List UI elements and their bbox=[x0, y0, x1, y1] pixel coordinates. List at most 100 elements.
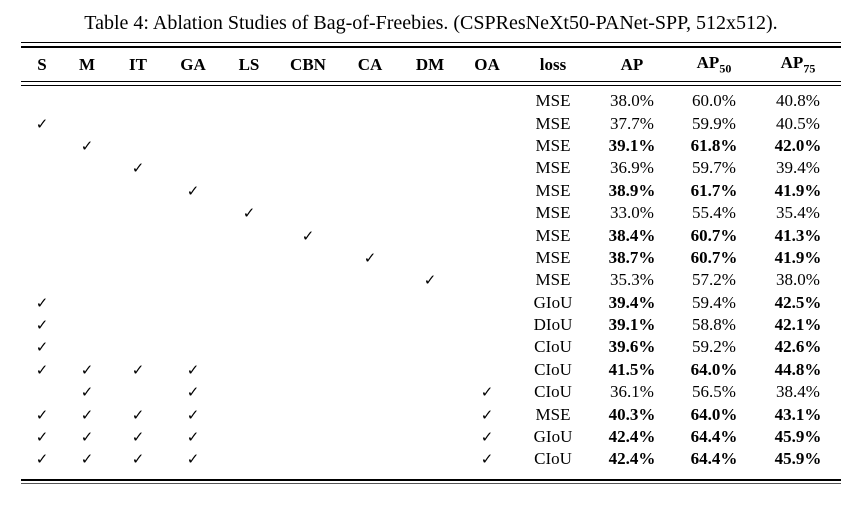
check-cell-it: ✓ bbox=[111, 448, 165, 470]
checkmark-icon: ✓ bbox=[131, 450, 145, 469]
check-cell-ca bbox=[339, 180, 401, 202]
check-cell-ga bbox=[165, 292, 221, 314]
check-cell-m: ✓ bbox=[63, 426, 111, 448]
check-cell-ca bbox=[339, 90, 401, 112]
ap50-cell: 60.0% bbox=[692, 91, 736, 111]
col-header-oa: OA bbox=[474, 54, 500, 74]
check-cell-cbn: ✓ bbox=[277, 224, 339, 246]
ap50-cell: 61.8% bbox=[690, 135, 738, 155]
ap50-cell: 60.7% bbox=[690, 225, 738, 245]
check-cell-cbn bbox=[277, 269, 339, 291]
check-cell-dm bbox=[401, 336, 459, 358]
checkmark-icon: ✓ bbox=[35, 405, 49, 424]
checkmark-icon: ✓ bbox=[242, 204, 256, 223]
loss-cell: MSE bbox=[535, 113, 571, 133]
checkmark-icon: ✓ bbox=[480, 405, 494, 424]
check-cell-ga bbox=[165, 90, 221, 112]
check-cell-ca: ✓ bbox=[339, 247, 401, 269]
ap75-cell: 43.1% bbox=[774, 404, 822, 424]
check-cell-ls bbox=[221, 247, 277, 269]
table-top-rule bbox=[21, 42, 841, 48]
check-cell-dm bbox=[401, 426, 459, 448]
check-cell-dm bbox=[401, 135, 459, 157]
checkmark-icon: ✓ bbox=[186, 181, 200, 200]
ap75-cell: 41.3% bbox=[774, 225, 822, 245]
check-cell-it bbox=[111, 224, 165, 246]
col-header-ap75: AP75 bbox=[780, 52, 816, 76]
check-cell-s bbox=[21, 247, 63, 269]
check-cell-s: ✓ bbox=[21, 426, 63, 448]
table-row: ✓ DIoU 39.1% 58.8% 42.1% bbox=[21, 314, 841, 336]
loss-cell: CIoU bbox=[534, 382, 572, 402]
ap75-cell: 41.9% bbox=[774, 247, 822, 267]
ap-cell: 38.7% bbox=[608, 247, 656, 267]
table-header-rule bbox=[21, 81, 841, 86]
check-cell-dm bbox=[401, 247, 459, 269]
ap50-cell: 55.4% bbox=[692, 203, 736, 223]
ap-cell: 42.4% bbox=[608, 449, 656, 469]
loss-cell: MSE bbox=[535, 247, 571, 267]
check-cell-m: ✓ bbox=[63, 448, 111, 470]
check-cell-ga bbox=[165, 157, 221, 179]
check-cell-it bbox=[111, 269, 165, 291]
col-header-ap: AP bbox=[620, 54, 644, 74]
check-cell-ga bbox=[165, 112, 221, 134]
ap-cell: 36.1% bbox=[610, 382, 654, 402]
table-row: ✓ MSE 33.0% 55.4% 35.4% bbox=[21, 202, 841, 224]
ap50-cell: 64.4% bbox=[690, 449, 738, 469]
table-row: ✓ ✓ ✓ CIoU 36.1% 56.5% 38.4% bbox=[21, 381, 841, 403]
ap50-cell: 59.9% bbox=[692, 113, 736, 133]
check-cell-oa: ✓ bbox=[459, 448, 515, 470]
ap-cell: 39.1% bbox=[608, 315, 656, 335]
check-cell-ga bbox=[165, 135, 221, 157]
table-row: ✓ ✓ ✓ ✓ CIoU 41.5% 64.0% 44.8% bbox=[21, 359, 841, 381]
col-header-m: M bbox=[78, 54, 96, 74]
checkmark-icon: ✓ bbox=[480, 450, 494, 469]
ap75-cell: 40.8% bbox=[776, 91, 820, 111]
col-header-it: IT bbox=[129, 54, 147, 74]
checkmark-icon: ✓ bbox=[186, 360, 200, 379]
check-cell-ls bbox=[221, 157, 277, 179]
table-bottom-rule bbox=[21, 478, 841, 484]
table-row: ✓ ✓ ✓ ✓ ✓ GIoU 42.4% 64.4% 45.9% bbox=[21, 426, 841, 448]
check-cell-dm bbox=[401, 180, 459, 202]
check-cell-ca bbox=[339, 292, 401, 314]
table-caption: Table 4: Ablation Studies of Bag-of-Free… bbox=[84, 12, 778, 34]
loss-cell: MSE bbox=[535, 91, 571, 111]
check-cell-dm: ✓ bbox=[401, 269, 459, 291]
ap-cell: 33.0% bbox=[610, 203, 654, 223]
ap50-cell: 61.7% bbox=[690, 180, 738, 200]
check-cell-ca bbox=[339, 202, 401, 224]
check-cell-cbn bbox=[277, 426, 339, 448]
ap50-cell: 56.5% bbox=[692, 382, 736, 402]
check-cell-m bbox=[63, 180, 111, 202]
check-cell-m: ✓ bbox=[63, 135, 111, 157]
checkmark-icon: ✓ bbox=[363, 248, 377, 267]
checkmark-icon: ✓ bbox=[480, 428, 494, 447]
check-cell-it bbox=[111, 247, 165, 269]
check-cell-s bbox=[21, 135, 63, 157]
check-cell-s bbox=[21, 202, 63, 224]
check-cell-dm bbox=[401, 403, 459, 425]
check-cell-ga: ✓ bbox=[165, 381, 221, 403]
loss-cell: GIoU bbox=[533, 427, 573, 447]
check-cell-cbn bbox=[277, 135, 339, 157]
ap50-cell: 59.4% bbox=[692, 292, 736, 312]
checkmark-icon: ✓ bbox=[131, 405, 145, 424]
check-cell-ga: ✓ bbox=[165, 403, 221, 425]
check-cell-ls bbox=[221, 426, 277, 448]
check-cell-s: ✓ bbox=[21, 359, 63, 381]
check-cell-s bbox=[21, 157, 63, 179]
ap75-cell: 38.4% bbox=[776, 382, 820, 402]
ap-cell: 37.7% bbox=[610, 113, 654, 133]
check-cell-s: ✓ bbox=[21, 292, 63, 314]
checkmark-icon: ✓ bbox=[35, 316, 49, 335]
check-cell-cbn bbox=[277, 90, 339, 112]
checkmark-icon: ✓ bbox=[480, 383, 494, 402]
table-body: MSE 38.0% 60.0% 40.8% ✓ MSE 37.7% 59.9% 40.5% ✓ MS… bbox=[21, 90, 841, 471]
check-cell-ga bbox=[165, 269, 221, 291]
checkmark-icon: ✓ bbox=[131, 360, 145, 379]
check-cell-it: ✓ bbox=[111, 426, 165, 448]
check-cell-oa: ✓ bbox=[459, 403, 515, 425]
header-row: S M IT GA LS CBN CA DM OA loss AP AP50 A… bbox=[21, 48, 841, 81]
